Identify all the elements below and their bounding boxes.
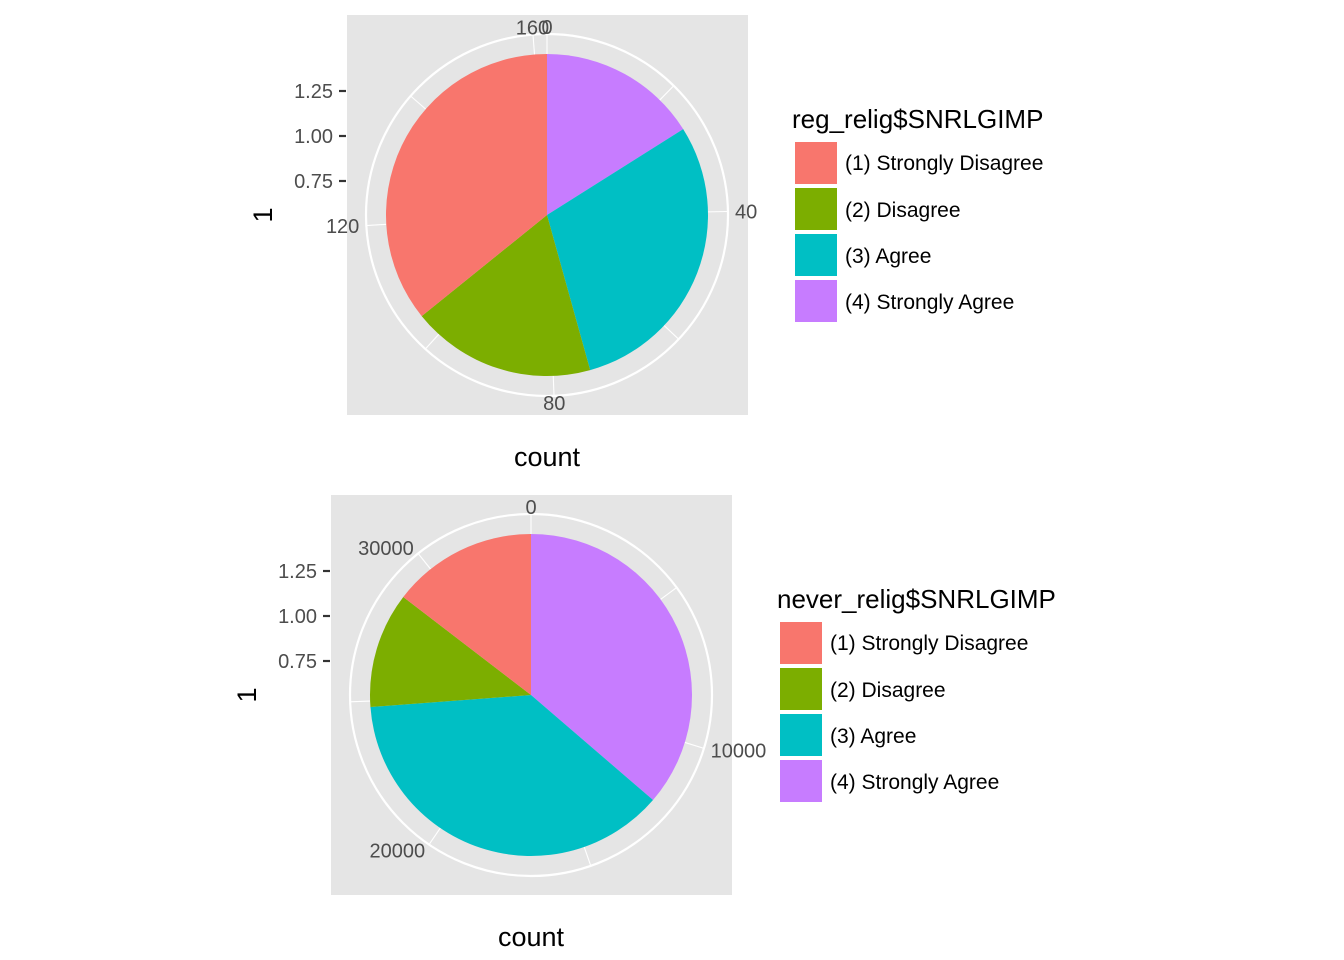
- chart-2-y-tick-label: 1.00: [278, 606, 317, 628]
- chart-1-legend-label: (3) Agree: [845, 245, 931, 268]
- chart-1-slice: [421, 215, 591, 376]
- chart-1-grid-spoke: [552, 375, 555, 396]
- chart-1-legend-label: (1) Strongly Disagree: [845, 152, 1043, 175]
- chart-2-legend-label: (1) Strongly Disagree: [830, 632, 1028, 655]
- chart-1-grid-spoke: [532, 34, 536, 55]
- chart-2-y-axis: 1.25 1.00 0.75 1: [232, 561, 330, 703]
- chart-1-grid-spoke: [659, 85, 675, 101]
- chart-2-y-tick-label: 0.75: [278, 651, 317, 673]
- chart-2-slice: [403, 534, 531, 695]
- chart-2-y-tick-label: 1.25: [278, 561, 317, 583]
- chart-2-grid: [348, 512, 714, 878]
- chart-1-y-tick-label: 1.25: [294, 81, 333, 103]
- chart-1-angle-tick-label: 120: [326, 216, 359, 238]
- chart-2-slice: [370, 695, 654, 856]
- chart-2-x-axis-title: count: [498, 922, 565, 952]
- chart-2-legend-label: (3) Agree: [830, 725, 916, 748]
- chart-2-angle-tick-label: 10000: [711, 740, 767, 762]
- chart-2-grid-spoke: [684, 741, 705, 749]
- chart-1-grid-spoke: [663, 325, 680, 340]
- chart-1-slices: [385, 54, 709, 376]
- chart-2-legend: never_relig$SNRLGIMP (1) Strongly Disagr…: [777, 584, 1056, 802]
- chart-1-legend-label: (4) Strongly Agree: [845, 291, 1014, 314]
- chart-1-y-axis-title: 1: [248, 207, 278, 222]
- chart-1-angle-ticks: 0 40 80 120 160: [326, 17, 757, 415]
- chart-1-angle-tick-label: 40: [735, 201, 757, 223]
- chart-1-legend-key: [795, 188, 837, 230]
- chart-1-slice: [547, 129, 709, 371]
- chart-1-angle-tick-label: 80: [543, 393, 565, 415]
- chart-2-legend-key: [780, 714, 822, 756]
- chart-1-angle-tick-label: 160: [516, 18, 549, 40]
- chart-2-grid-spoke: [417, 553, 432, 570]
- chart-1-grid-spoke: [424, 333, 440, 350]
- chart-2-y-axis-title: 1: [232, 687, 262, 702]
- chart-2-grid-spoke: [350, 700, 371, 703]
- chart-2-slices: [370, 534, 692, 856]
- chart-1-x-axis-title: count: [514, 442, 581, 472]
- chart-2-legend-key: [780, 622, 822, 664]
- chart-2-legend-title: never_relig$SNRLGIMP: [777, 584, 1056, 614]
- chart-1-legend-title: reg_relig$SNRLGIMP: [792, 104, 1043, 134]
- chart-2-angle-tick-label: 0: [525, 497, 536, 519]
- chart-1-legend-key: [795, 234, 837, 276]
- chart-2-angle-tick-label: 20000: [369, 840, 425, 862]
- chart-1-y-axis: 1.25 1.00 0.75 1: [248, 81, 346, 223]
- chart-1-legend-key: [795, 142, 837, 184]
- chart-1-legend: reg_relig$SNRLGIMP (1) Strongly Disagree…: [792, 104, 1043, 322]
- chart-2-slice: [370, 596, 531, 708]
- chart-2-angle-tick-label: 30000: [358, 538, 414, 560]
- chart-2-grid-spoke: [583, 846, 592, 867]
- chart-1-slice: [385, 54, 547, 317]
- chart-2-legend-label: (2) Disagree: [830, 679, 946, 702]
- chart-1-y-tick-label: 0.75: [294, 171, 333, 193]
- chart-1-grid-spoke: [410, 95, 427, 110]
- chart-1-angle-tick-label: 0: [541, 17, 552, 39]
- chart-1-grid: [364, 32, 730, 398]
- chart-1-grid-spoke: [366, 223, 387, 227]
- chart-1-legend-label: (2) Disagree: [845, 199, 961, 222]
- chart-2-angle-ticks: 0 10000 20000 30000: [358, 497, 766, 862]
- chart-1-legend-key: [795, 280, 837, 322]
- chart-2-legend-key: [780, 668, 822, 710]
- chart-1: 0 40 80 120 160 1.25 1.00 0.75 1 count reg_r…: [248, 15, 1043, 472]
- chart-2-slice: [531, 534, 692, 801]
- chart-2-legend-label: (4) Strongly Agree: [830, 771, 999, 794]
- chart-1-y-tick-label: 1.00: [294, 126, 333, 148]
- chart-1-slice: [547, 54, 684, 215]
- chart-2-grid-spoke: [428, 827, 441, 845]
- chart-2-grid-spoke: [660, 587, 677, 600]
- chart-2-legend-key: [780, 760, 822, 802]
